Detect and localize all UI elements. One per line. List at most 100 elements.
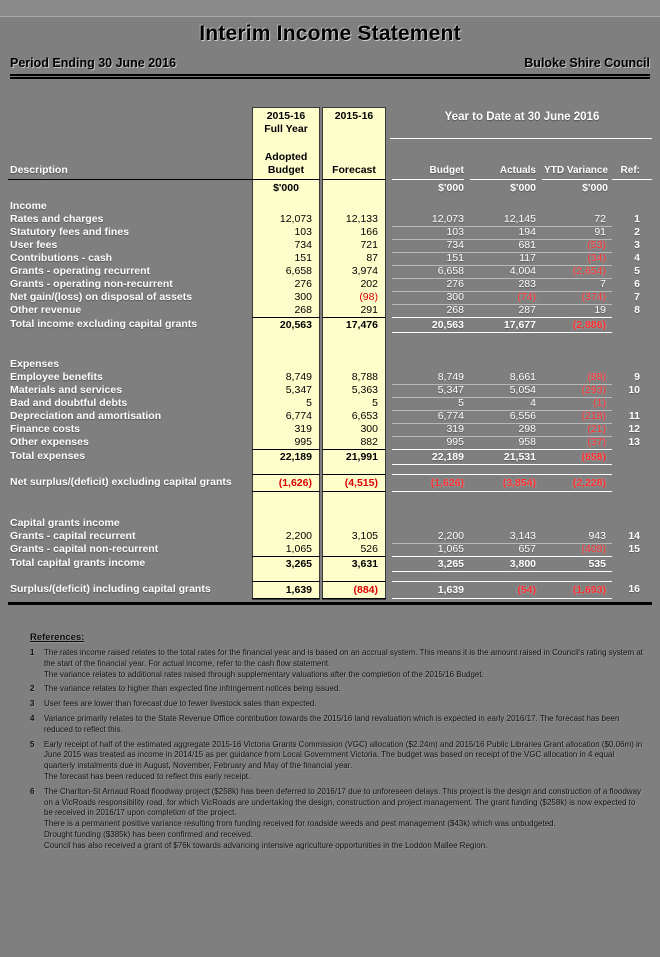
reference-item: 4 Variance primarily relates to the State… <box>30 714 644 736</box>
council-name-label: Buloke Shire Council <box>524 56 650 70</box>
units-ytd-budget: $'000 <box>392 179 464 195</box>
cell-ytd-budget: 6,774 <box>392 410 470 424</box>
table-bottom-rule <box>8 602 652 605</box>
cell-ytd-variance: (21) <box>542 423 612 437</box>
cell-adopted-budget: 5 <box>306 397 312 409</box>
cell-ytd-variance: (408) <box>542 543 612 557</box>
forecast-column-band <box>322 107 386 600</box>
cell-ytd-actuals: (74) <box>470 291 542 305</box>
references-heading: References: <box>30 632 85 643</box>
cell-ytd-actuals: (54) <box>470 581 542 599</box>
cell-ref <box>612 449 652 465</box>
cell-forecast: 5,363 <box>351 384 378 396</box>
cell-forecast <box>322 517 386 530</box>
cell-ytd-budget: 103 <box>392 226 470 240</box>
cell-ytd-actuals <box>470 200 542 213</box>
reference-paragraph: The Charlton-St Arnaud Road floodway pro… <box>44 786 642 818</box>
cell-ytd-budget: 1,639 <box>392 581 470 599</box>
reference-item: 5 Early receipt of half of the estimated … <box>30 740 644 783</box>
ytd-budget-column-header: Budget <box>429 165 464 176</box>
cell-ref: 1 <box>634 213 640 225</box>
reference-item: 1 The rates income raised relates to the … <box>30 648 644 680</box>
row-label: Total income excluding capital grants <box>10 318 198 330</box>
cell-adopted-budget: 12,073 <box>279 213 312 225</box>
cell-ytd-variance: 72 <box>542 213 612 227</box>
total-row: Total expenses 22,189 21,991 22,189 21,531 (6… <box>8 449 652 465</box>
reference-paragraph: The forecast has been reduced to reflect… <box>44 771 251 781</box>
row-label: Total expenses <box>10 450 86 462</box>
cell-ref: 8 <box>634 304 640 316</box>
cell-ytd-budget: 2,200 <box>392 530 470 544</box>
cell-ytd-actuals: 657 <box>470 543 542 557</box>
reference-text: Variance primarily relates to the State … <box>44 714 644 736</box>
cell-adopted-budget: 6,774 <box>285 410 312 422</box>
units-ytd-variance: $'000 <box>542 179 608 195</box>
cell-forecast: 166 <box>360 226 378 238</box>
row-label: Net gain/(loss) on disposal of assets <box>10 291 193 303</box>
reference-item: 6 The Charlton-St Arnaud Road floodway pr… <box>30 787 644 852</box>
cell-adopted-budget: 8,749 <box>285 371 312 383</box>
data-row: Contributions - cash 151 87 151 117 (34) 4 <box>8 252 652 266</box>
cell-adopted-budget: 5,347 <box>285 384 312 396</box>
row-label: Surplus/(deficit) including capital gran… <box>10 583 211 595</box>
row-label: User fees <box>10 239 58 251</box>
row-label: Other expenses <box>10 436 89 448</box>
cell-ytd-variance: (2,654) <box>542 265 612 279</box>
cell-adopted-budget: 22,189 <box>252 449 320 465</box>
ytd-title-underline <box>390 138 652 139</box>
cell-ref: 9 <box>634 371 640 383</box>
cell-ytd-actuals: 21,531 <box>470 449 542 465</box>
cell-ytd-actuals: 17,677 <box>470 317 542 333</box>
cell-ytd-budget: 319 <box>392 423 470 437</box>
data-row: Grants - operating recurrent 6,658 3,974 6,… <box>8 265 652 279</box>
cell-adopted-budget: 276 <box>294 278 312 290</box>
cell-forecast: 300 <box>360 423 378 435</box>
cell-ytd-actuals: 194 <box>470 226 542 240</box>
row-label: Grants - capital non-recurrent <box>10 543 159 555</box>
cell-forecast: 3,974 <box>351 265 378 277</box>
row-label: Expenses <box>10 358 60 370</box>
cell-ytd-actuals: 958 <box>470 436 542 450</box>
cell-ytd-budget: 12,073 <box>392 213 470 227</box>
cell-ytd-actuals: 6,556 <box>470 410 542 424</box>
data-row: User fees 734 721 734 681 (53) 3 <box>8 239 652 253</box>
reference-number: 1 <box>30 648 35 657</box>
cell-forecast: 6,653 <box>351 410 378 422</box>
data-row: Rates and charges 12,073 12,133 12,073 12,14… <box>8 213 652 227</box>
subheader: Period Ending 30 June 2016 Buloke Shire … <box>10 56 650 79</box>
cell-forecast: (884) <box>322 581 386 599</box>
cell-ytd-actuals: 5,054 <box>470 384 542 398</box>
cell-ref: 2 <box>634 226 640 238</box>
cell-ytd-budget <box>392 358 470 371</box>
reference-text: The variance relates to higher than expe… <box>44 684 644 695</box>
cell-ytd-variance: 19 <box>542 304 612 318</box>
cell-forecast: 21,991 <box>322 449 386 465</box>
cell-ref: 7 <box>634 291 640 303</box>
reference-text: Early receipt of half of the estimated a… <box>44 740 644 783</box>
adopted-budget-header-adopted: Adopted <box>264 151 308 163</box>
cell-ref <box>612 358 652 371</box>
cell-ytd-actuals <box>470 358 542 371</box>
data-row: Bad and doubtful debts 5 5 5 4 (1) <box>8 397 652 411</box>
cell-ytd-actuals: 117 <box>470 252 542 266</box>
row-label: Bad and doubtful debts <box>10 397 128 409</box>
cell-forecast: 721 <box>360 239 378 251</box>
data-row: Grants - operating non-recurrent 276 202 27… <box>8 278 652 292</box>
reference-paragraph: Early receipt of half of the estimated a… <box>44 739 643 771</box>
cell-adopted-budget: 995 <box>294 436 312 448</box>
cell-ref <box>612 397 652 411</box>
cell-ytd-budget: 734 <box>392 239 470 253</box>
cell-ytd-budget: 22,189 <box>392 449 470 465</box>
cell-ytd-actuals <box>470 517 542 530</box>
period-ending-label: Period Ending 30 June 2016 <box>10 56 177 70</box>
header-underline <box>8 179 252 180</box>
ytd-actuals-column-header: Actuals <box>499 165 536 176</box>
net-row: Net surplus/(deficit) excluding capital … <box>8 474 652 492</box>
top-margin-strip <box>0 0 660 17</box>
cell-forecast: 5 <box>372 397 378 409</box>
cell-ref: 12 <box>628 423 640 435</box>
reference-paragraph: There is a permanent positive variance r… <box>44 819 556 829</box>
cell-ytd-variance: (2,886) <box>542 317 612 333</box>
reference-number: 5 <box>30 739 35 749</box>
cell-ytd-actuals: 298 <box>470 423 542 437</box>
